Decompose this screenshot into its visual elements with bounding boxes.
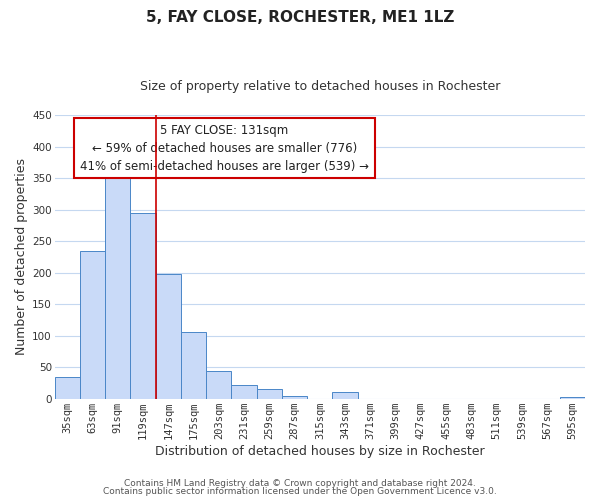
Text: Contains HM Land Registry data © Crown copyright and database right 2024.: Contains HM Land Registry data © Crown c… — [124, 478, 476, 488]
Bar — [257, 389, 282, 398]
Y-axis label: Number of detached properties: Number of detached properties — [15, 158, 28, 356]
Text: 5 FAY CLOSE: 131sqm
← 59% of detached houses are smaller (776)
41% of semi-detac: 5 FAY CLOSE: 131sqm ← 59% of detached ho… — [80, 124, 369, 172]
Bar — [55, 376, 80, 398]
Bar — [332, 392, 358, 398]
Bar — [156, 274, 181, 398]
Bar — [282, 396, 307, 398]
Text: Contains public sector information licensed under the Open Government Licence v3: Contains public sector information licen… — [103, 487, 497, 496]
Bar — [105, 168, 130, 398]
Bar — [206, 371, 232, 398]
X-axis label: Distribution of detached houses by size in Rochester: Distribution of detached houses by size … — [155, 444, 485, 458]
Bar — [232, 385, 257, 398]
Bar — [130, 212, 156, 398]
Title: Size of property relative to detached houses in Rochester: Size of property relative to detached ho… — [140, 80, 500, 93]
Bar — [181, 332, 206, 398]
Bar — [80, 250, 105, 398]
Text: 5, FAY CLOSE, ROCHESTER, ME1 1LZ: 5, FAY CLOSE, ROCHESTER, ME1 1LZ — [146, 10, 454, 25]
